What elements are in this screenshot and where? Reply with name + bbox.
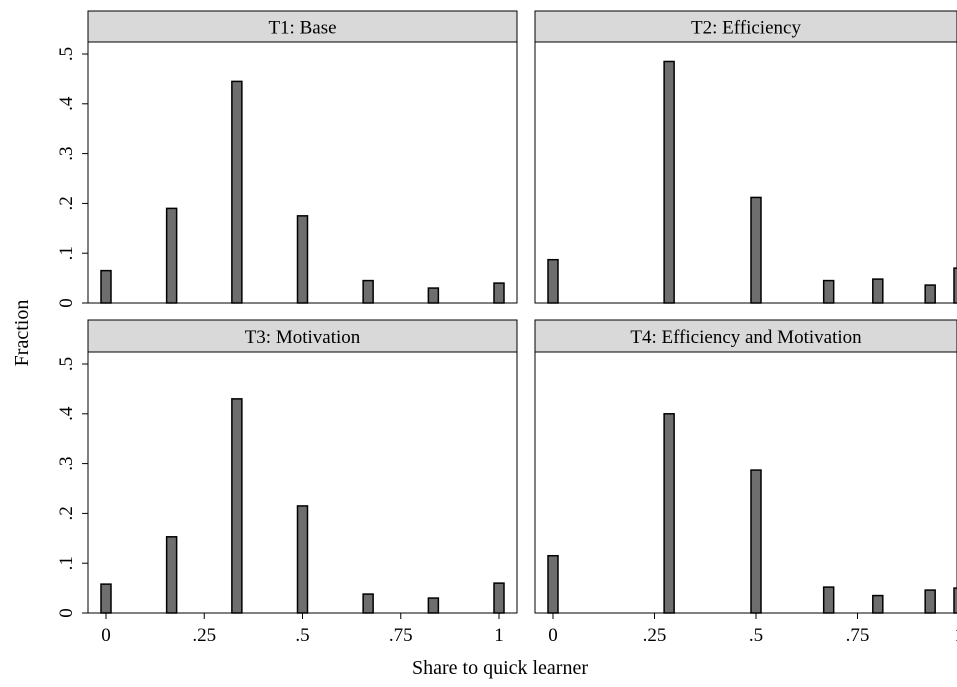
- bar: [296, 505, 309, 614]
- x-tick-label: .5: [295, 625, 309, 646]
- bar: [100, 583, 112, 614]
- x-tick-label: 0: [548, 625, 558, 646]
- x-tick-label: .25: [643, 625, 667, 646]
- y-tick-label: 0: [56, 298, 77, 308]
- bar: [547, 258, 559, 304]
- x-tick-label: 1: [494, 625, 504, 646]
- y-tick-label: .1: [56, 246, 77, 260]
- x-axis-title: Share to quick learner: [412, 657, 588, 679]
- panel-header: [534, 10, 957, 43]
- bar: [296, 215, 309, 304]
- bar: [924, 284, 936, 304]
- y-axis-title: Fraction: [11, 300, 33, 367]
- plot-area: [534, 41, 957, 304]
- x-tick-label: 0: [101, 625, 111, 646]
- bar: [547, 554, 559, 614]
- bar: [822, 279, 835, 304]
- bar: [100, 269, 112, 304]
- bar: [872, 594, 884, 614]
- panel-title: T1: Base: [268, 18, 336, 39]
- bar: [924, 589, 936, 614]
- bar: [663, 60, 675, 304]
- bar: [427, 287, 440, 304]
- x-tick-label: .75: [846, 625, 870, 646]
- bar: [872, 278, 884, 304]
- x-tick-label: .75: [389, 625, 413, 646]
- panel-title: T2: Efficiency: [691, 18, 801, 39]
- panel-1: T1: Base 0 .1 .2 .3 .4 .5: [56, 10, 518, 308]
- y-tick-label: .5: [56, 357, 77, 371]
- bar: [493, 282, 505, 304]
- bar: [750, 469, 762, 614]
- bar: [750, 196, 762, 304]
- y-tick-label: .4: [56, 96, 77, 111]
- bar: [231, 80, 243, 304]
- panel-2: T2: Efficiency: [534, 10, 957, 304]
- x-tick-label: 1: [954, 625, 957, 646]
- bar: [362, 593, 374, 614]
- y-tick-label: .3: [56, 146, 77, 160]
- bar: [953, 587, 957, 614]
- y-tick-label: .2: [56, 196, 77, 210]
- panel-header: [87, 319, 518, 353]
- y-tick-label: .1: [56, 556, 77, 570]
- y-tick-label: .5: [56, 47, 77, 61]
- bar: [165, 207, 178, 304]
- bar: [427, 597, 440, 614]
- bar: [953, 267, 957, 304]
- x-tick-label: .5: [749, 625, 763, 646]
- panel-header: [87, 10, 518, 43]
- panel-header: [534, 319, 957, 353]
- y-tick-label: .4: [56, 406, 77, 421]
- panel-title: T4: Efficiency and Motivation: [630, 327, 862, 348]
- y-tick-label: .2: [56, 506, 77, 520]
- bar: [493, 582, 505, 614]
- bar: [822, 586, 835, 614]
- bar: [231, 398, 243, 614]
- panel-4: T4: Efficiency and Motivation 0 .25 .5 .75 1: [534, 319, 957, 646]
- y-tick-label: 0: [56, 608, 77, 618]
- plot-area: [534, 351, 957, 614]
- bar: [362, 279, 374, 304]
- bar: [663, 413, 675, 614]
- panel-title: T3: Motivation: [245, 327, 361, 348]
- bar: [165, 536, 178, 614]
- y-tick-label: .3: [56, 456, 77, 470]
- panel-3: T3: Motivation 0 .1 .2 .3 .4 .5 0 .25 .5 .75 1: [56, 319, 518, 646]
- x-tick-label: .25: [192, 625, 216, 646]
